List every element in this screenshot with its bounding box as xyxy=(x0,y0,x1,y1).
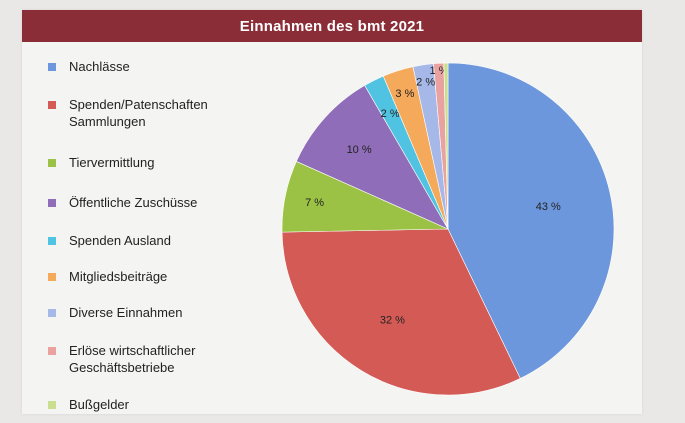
legend-label: Erlöse wirtschaftlicher Geschäftsbetrieb… xyxy=(69,343,196,375)
legend-swatch xyxy=(48,199,56,207)
legend-label: Spenden/Patenschaften Sammlungen xyxy=(69,97,208,129)
legend-swatch xyxy=(48,347,56,355)
pie-slice xyxy=(447,62,615,379)
legend-label: Öffentliche Zuschüsse xyxy=(69,195,198,210)
legend-item: Nachlässe xyxy=(48,58,130,75)
pie-slice xyxy=(443,62,449,230)
legend-label: Mitgliedsbeiträge xyxy=(69,269,168,284)
slice-label: 32 % xyxy=(380,315,405,327)
legend-swatch xyxy=(48,159,56,167)
legend-swatch xyxy=(48,63,56,71)
slice-label: 3 % xyxy=(395,88,414,100)
legend-label: Bußgelder xyxy=(69,397,129,412)
slice-label: 2 % xyxy=(381,108,400,120)
chart-title: Einnahmen des bmt 2021 xyxy=(239,17,425,35)
legend-item: Tiervermittlung xyxy=(48,154,154,171)
legend-label: Nachlässe xyxy=(69,59,130,74)
legend-item: Spenden Ausland xyxy=(48,232,171,249)
slice-label: 7 % xyxy=(305,197,324,209)
legend-item: Erlöse wirtschaftlicher Geschäftsbetrieb… xyxy=(48,342,195,376)
legend-swatch xyxy=(48,401,56,409)
pie-chart: 43 %32 %7 %10 %2 %3 %2 %1 % xyxy=(281,62,615,396)
pie-slice xyxy=(295,85,449,230)
pie-slice xyxy=(281,228,521,396)
slice-label: 2 % xyxy=(416,76,435,88)
legend-swatch xyxy=(48,101,56,109)
legend-label: Tiervermittlung xyxy=(69,155,155,170)
legend-label: Spenden Ausland xyxy=(69,233,171,248)
title-bar: Einnahmen des bmt 2021 xyxy=(22,10,642,42)
legend-item: Spenden/Patenschaften Sammlungen xyxy=(48,96,208,130)
legend-swatch xyxy=(48,309,56,317)
legend-swatch xyxy=(48,237,56,245)
legend-label: Diverse Einnahmen xyxy=(69,305,183,320)
legend-item: Diverse Einnahmen xyxy=(48,304,182,321)
legend-item: Öffentliche Zuschüsse xyxy=(48,194,197,211)
chart-slide: Einnahmen des bmt 2021 Nachlässe Spenden/… xyxy=(22,10,642,414)
slice-label: 43 % xyxy=(536,201,561,213)
legend-item: Mitgliedsbeiträge xyxy=(48,268,167,285)
legend-swatch xyxy=(48,273,56,281)
legend-item: Bußgelder xyxy=(48,396,129,413)
slice-label: 10 % xyxy=(347,144,372,156)
